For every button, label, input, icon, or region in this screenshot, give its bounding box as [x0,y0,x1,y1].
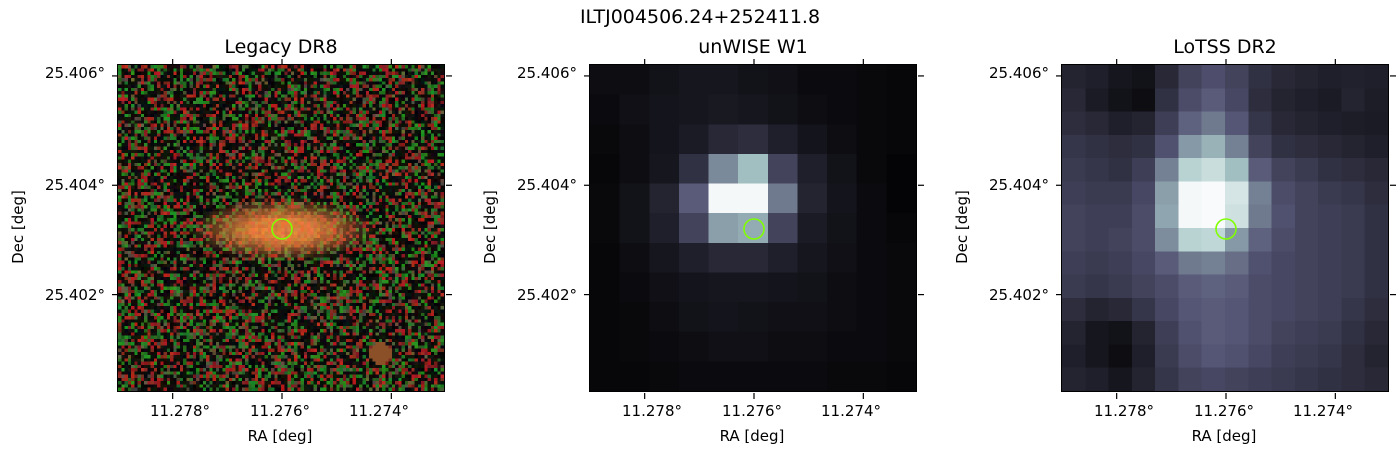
axes-overlay [1056,59,1396,399]
image-axes [112,59,452,399]
ytick-label: 25.402° [517,286,577,304]
y-axis-label: Dec [deg] [9,190,27,264]
ytick-label: 25.406° [517,64,577,82]
image-axes [584,59,924,399]
ytick-label: 25.404° [517,176,577,194]
x-axis-label: RA [deg] [719,427,785,445]
lotss-dr2-image [1062,65,1388,391]
y-axis-label: Dec [deg] [953,190,971,264]
x-axis-label: RA [deg] [247,427,313,445]
ytick-label: 25.402° [989,286,1049,304]
xtick-label: 11.278° [1094,402,1154,420]
ytick-label: 25.404° [45,176,105,194]
panel-lotss-dr2: LoTSS DR2 25.406° 25.404° 25.402° 11.278… [940,0,1400,458]
image-axes [1056,59,1396,399]
ytick-label: 25.404° [989,176,1049,194]
xtick-label: 11.278° [150,402,210,420]
xtick-label: 11.274° [1293,402,1353,420]
ytick-label: 25.406° [45,64,105,82]
panel-legacy-dr8: Legacy DR8 25.406° 25.404° 25.402° 11.27… [0,0,460,458]
source-marker-circle [1215,218,1237,240]
unwise-w1-image [590,65,916,391]
panel-title: Legacy DR8 [224,36,338,58]
ytick-label: 25.406° [989,64,1049,82]
source-marker-circle [743,218,765,240]
xtick-label: 11.278° [622,402,682,420]
xtick-label: 11.276° [250,402,310,420]
xtick-label: 11.274° [821,402,881,420]
xtick-label: 11.276° [1194,402,1254,420]
xtick-label: 11.276° [722,402,782,420]
x-axis-label: RA [deg] [1191,427,1257,445]
legacy-dr8-image [118,65,444,391]
panel-unwise-w1: unWISE W1 25.406° 25.404° 25.402° 11.278… [473,0,933,458]
panel-title: LoTSS DR2 [1173,36,1277,58]
ytick-label: 25.402° [45,286,105,304]
source-marker-circle [271,218,293,240]
xtick-label: 11.274° [349,402,409,420]
figure-title: ILTJ004506.24+252411.8 [579,6,821,28]
y-axis-label: Dec [deg] [481,190,499,264]
panel-title: unWISE W1 [698,36,808,58]
axes-overlay [584,59,924,399]
axes-overlay [112,59,452,399]
